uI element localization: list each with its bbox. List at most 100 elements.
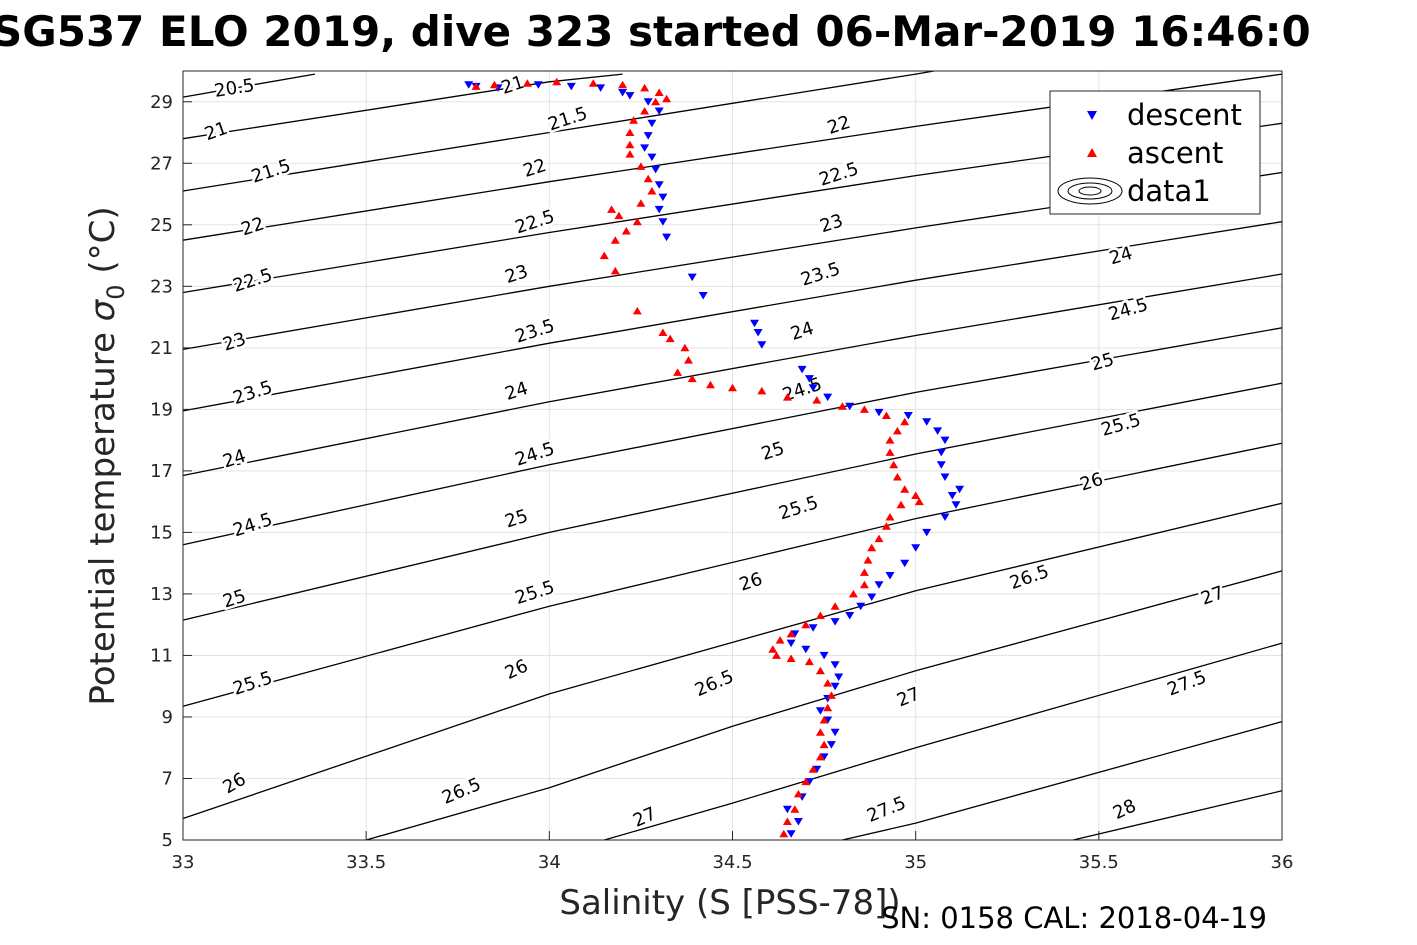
descent-point: [874, 408, 884, 417]
ascent-point: [632, 306, 642, 315]
ascent-point: [812, 396, 822, 404]
ascent-point: [687, 374, 697, 383]
ascent-point: [647, 187, 657, 195]
descent-point: [647, 153, 657, 162]
ascent-point: [782, 817, 792, 825]
descent-point: [698, 292, 708, 300]
contour-line: [604, 642, 1283, 841]
ascent-point: [881, 522, 891, 530]
contour-line: [182, 73, 316, 98]
descent-point: [874, 581, 884, 589]
ascent-point: [489, 80, 499, 89]
descent-point: [658, 193, 668, 202]
descent-point: [654, 205, 664, 214]
y-axis-label: Potential temperature σ0 (°C): [83, 206, 130, 705]
legend-data1-label: data1: [1127, 174, 1211, 208]
legend: descent ascent data1: [1049, 90, 1261, 215]
ascent-point: [607, 205, 617, 213]
ascent-series: [471, 77, 924, 838]
descent-point: [815, 707, 825, 715]
contour-line: [182, 70, 935, 192]
contour-line: [182, 382, 1283, 621]
descent-point: [797, 365, 807, 374]
ascent-point: [815, 752, 825, 761]
chart-title: SG537 ELO 2019, dive 323 started 06-Mar-…: [0, 7, 1311, 56]
descent-point: [808, 384, 818, 392]
ascent-point: [632, 217, 642, 226]
legend-descent-label: descent: [1127, 98, 1242, 132]
ascent-point: [636, 199, 646, 207]
descent-point: [757, 341, 767, 349]
descent-point: [808, 624, 818, 632]
y-tick-label: 27: [150, 153, 173, 174]
ascent-point: [823, 703, 833, 712]
ascent-point: [837, 402, 847, 410]
descent-point: [647, 119, 657, 128]
descent-point: [933, 427, 943, 435]
ascent-point: [815, 666, 825, 675]
descent-point: [856, 602, 866, 611]
ascent-point: [680, 343, 690, 352]
y-axis-label-subscript: 0: [102, 284, 130, 299]
contour-line: [366, 570, 1283, 841]
descent-point: [464, 81, 474, 89]
ascent-point: [625, 128, 635, 136]
y-axis-label-main: Potential temperature: [83, 321, 123, 705]
descent-point: [566, 82, 576, 91]
descent-point: [823, 393, 833, 402]
x-axis-label: Salinity (S [PSS-78]): [559, 883, 900, 923]
descent-point: [782, 805, 792, 814]
descent-point: [951, 501, 961, 509]
ascent-point: [643, 174, 653, 183]
descent-point: [750, 319, 759, 328]
descent-point: [801, 645, 811, 654]
descent-point: [940, 473, 950, 481]
y-axis-label-unit: (°C): [83, 206, 123, 284]
legend-descent-marker: [1087, 111, 1097, 120]
descent-point: [845, 612, 855, 620]
ascent-point: [911, 491, 921, 499]
ascent-point: [471, 82, 481, 90]
ascent-point: [859, 568, 869, 576]
x-tick-label: 36: [1271, 852, 1294, 873]
ascent-point: [640, 107, 650, 115]
ascent-point: [684, 356, 693, 364]
descent-point: [936, 448, 946, 457]
descent-point: [955, 485, 965, 494]
descent-point: [658, 218, 668, 226]
descent-point: [834, 673, 844, 681]
contour-line: [182, 273, 1283, 477]
legend-box: [1049, 90, 1261, 215]
descent-point: [922, 418, 932, 426]
ascent-point: [779, 829, 789, 838]
descent-point: [687, 273, 697, 282]
ascent-point: [662, 94, 672, 103]
descent-point: [900, 559, 910, 568]
descent-point: [922, 528, 932, 537]
ascent-point: [768, 645, 778, 653]
y-tick-label: 5: [162, 830, 173, 851]
y-tick-label: 11: [150, 645, 173, 666]
ascent-point: [618, 80, 628, 89]
x-tick-label: 33.5: [346, 852, 386, 873]
ascent-point: [728, 383, 737, 392]
y-tick-label: 17: [150, 461, 173, 482]
descent-point: [753, 329, 763, 337]
ascent-point: [790, 805, 800, 813]
descent-point: [625, 92, 635, 100]
contour-line: [182, 327, 1283, 546]
x-tick-label: 33: [172, 852, 195, 873]
ascent-point: [651, 97, 661, 106]
ascent-point: [522, 79, 532, 87]
x-tick-label: 35.5: [1079, 852, 1119, 873]
ascent-point: [815, 611, 825, 619]
contour-line: [842, 720, 1283, 841]
y-axis-ticks: 5 7 9 11 13 15 17 19 21 23 25 27 29: [150, 92, 192, 851]
ascent-point: [636, 162, 646, 170]
ascent-point: [874, 534, 884, 543]
descent-point: [793, 818, 803, 826]
ascent-point: [819, 740, 829, 749]
descent-point: [867, 593, 877, 601]
density-contours: [182, 70, 1283, 841]
serial-calibration-footer: SN: 0158 CAL: 2018-04-19: [881, 901, 1267, 935]
